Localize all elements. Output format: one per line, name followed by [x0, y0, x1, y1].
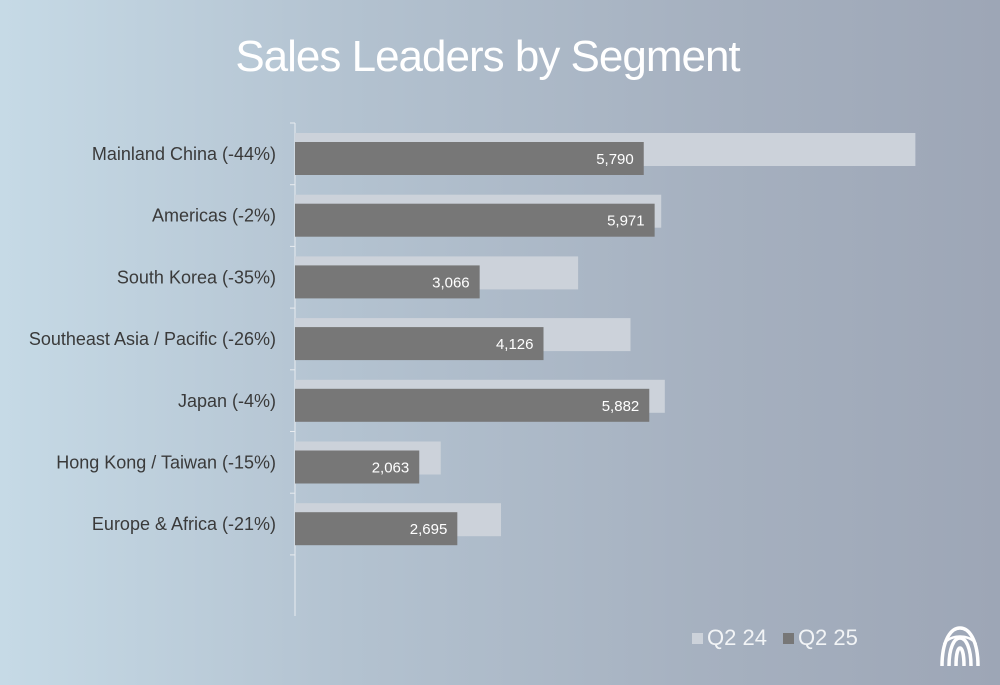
legend-label-q2-25: Q2 25: [797, 625, 858, 650]
category-label: Mainland China (-44%): [92, 144, 276, 164]
category-label: Southeast Asia / Pacific (-26%): [29, 329, 276, 349]
data-label-q2-25: 3,066: [432, 274, 470, 291]
bar-q2-25: [295, 142, 644, 175]
legend-swatch-q2-24: [692, 632, 703, 644]
legend-item-q2-24: Q2 24: [692, 625, 767, 651]
bar-q2-25: [295, 265, 480, 299]
bar-q2-25: [295, 512, 458, 546]
data-label-q2-25: 2,695: [410, 521, 448, 538]
data-label-q2-25: 4,126: [496, 336, 534, 353]
data-label-q2-25: 5,790: [596, 151, 634, 168]
bar-q2-25: [295, 450, 420, 484]
category-label: Japan (-4%): [178, 391, 276, 411]
bar-q2-25: [295, 327, 544, 361]
chart-legend: Q2 24 Q2 25: [692, 625, 858, 651]
category-label: South Korea (-35%): [117, 267, 276, 287]
bar-q2-25: [295, 203, 655, 237]
legend-swatch-q2-25: [782, 632, 794, 644]
category-label: Americas (-2%): [152, 206, 276, 226]
category-label: Europe & Africa (-21%): [92, 514, 276, 534]
chart-title: Sales Leaders by Segment: [235, 32, 740, 81]
bar-q2-25: [295, 388, 650, 422]
legend-label-q2-24: Q2 24: [707, 625, 767, 650]
data-label-q2-25: 2,063: [372, 460, 410, 477]
category-label: Hong Kong / Taiwan (-15%): [56, 453, 276, 473]
legend-item-q2-25: Q2 25: [782, 625, 858, 651]
data-label-q2-25: 5,971: [607, 213, 645, 230]
data-label-q2-25: 5,882: [602, 398, 640, 415]
nu-skin-logo-icon: [940, 626, 980, 667]
